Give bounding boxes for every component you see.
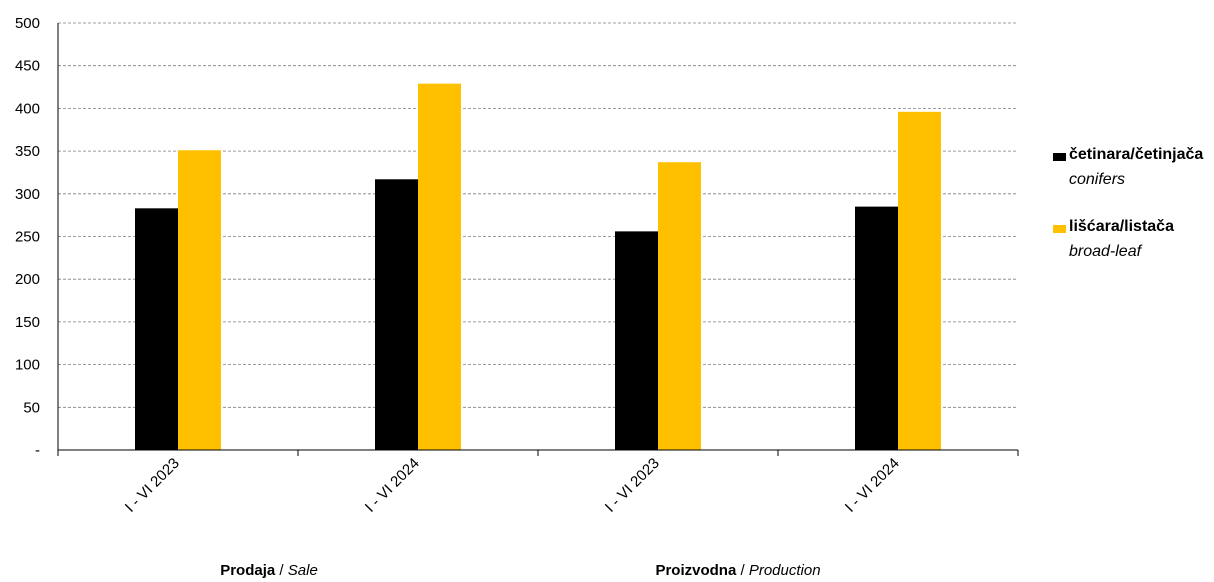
bars	[135, 83, 941, 451]
x-tick-label: I - VI 2024	[362, 455, 423, 516]
legend-swatch-conifers	[1053, 153, 1066, 161]
group-label-sale-en: Sale	[287, 562, 318, 579]
y-tick-label: 450	[15, 58, 40, 75]
y-tick-label: 500	[15, 15, 40, 32]
y-tick-label: 200	[15, 271, 40, 288]
x-tick-label: I - VI 2023	[602, 455, 663, 516]
legend-label-conifers: četinara/četinjača	[1069, 146, 1204, 163]
bar-broad-leaf-3	[898, 111, 941, 450]
y-tick-label: 100	[15, 357, 40, 374]
x-tick-labels: I - VI 2023 I - VI 2024 I - VI 2023 I - VI …	[122, 455, 903, 516]
legend-label-broad-leaf: lišćara/listača	[1069, 218, 1174, 235]
group-label-sale: Prodaja / Sale	[220, 562, 318, 579]
bar-conifers-0	[135, 208, 178, 450]
legend-item-broad-leaf: lišćara/listača broad-leaf	[1053, 218, 1203, 262]
bar-broad-leaf-0	[178, 150, 221, 450]
y-tick-labels: - 50 100 150 200 250 300 350 400 450 500	[15, 15, 40, 459]
bar-conifers-2	[615, 231, 658, 450]
y-tick-label: 400	[15, 100, 40, 117]
x-tick-label: I - VI 2023	[122, 455, 183, 516]
y-tick-label: -	[35, 442, 40, 459]
legend-swatch-broad-leaf	[1053, 225, 1066, 233]
bar-conifers-3	[855, 206, 898, 450]
axes	[57, 23, 1019, 456]
legend-item-conifers: četinara/četinjača conifers	[1053, 146, 1203, 190]
group-label-production-en: Production	[748, 562, 821, 579]
legend: četinara/četinjača conifers lišćara/list…	[1053, 146, 1203, 290]
group-label-production: Proizvodna / Production	[655, 562, 821, 579]
bar-broad-leaf-2	[658, 162, 701, 450]
group-label-production-local: Proizvodna	[655, 562, 737, 579]
bar-conifers-1	[375, 179, 418, 451]
bar-broad-leaf-1	[418, 83, 461, 450]
group-label-sale-local: Prodaja	[220, 562, 276, 579]
y-tick-label: 150	[15, 314, 40, 331]
legend-label-conifers-en: conifers	[1069, 171, 1126, 188]
y-tick-label: 250	[15, 229, 40, 246]
legend-label-broad-leaf-en: broad-leaf	[1069, 243, 1142, 260]
x-tick-label: I - VI 2024	[842, 455, 903, 516]
y-tick-label: 50	[23, 399, 40, 416]
y-tick-label: 300	[15, 186, 40, 203]
y-tick-label: 350	[15, 143, 40, 160]
